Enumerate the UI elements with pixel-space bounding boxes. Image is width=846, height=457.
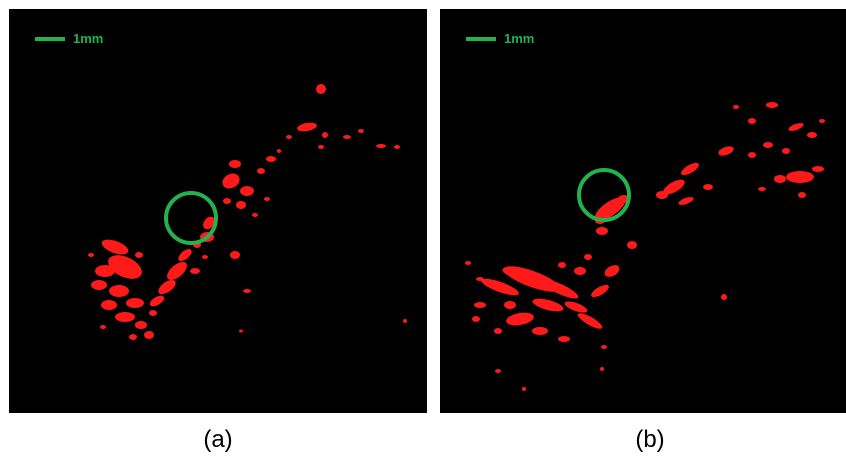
image-panel-b: 1mm [440, 9, 846, 413]
scale-bar-a [35, 37, 65, 41]
scale-bar-b [466, 37, 496, 41]
highlight-circle-b [577, 168, 631, 222]
highlight-circle-a [164, 191, 218, 245]
scale-bar-label-a: 1mm [73, 31, 104, 46]
scale-bar-label-b: 1mm [504, 31, 535, 46]
image-panel-a: 1mm [9, 9, 427, 413]
caption-b: (b) [635, 426, 665, 453]
red-signal-image-b [465, 102, 825, 391]
red-signal-image-a [88, 84, 407, 340]
caption-a: (a) [203, 426, 233, 453]
